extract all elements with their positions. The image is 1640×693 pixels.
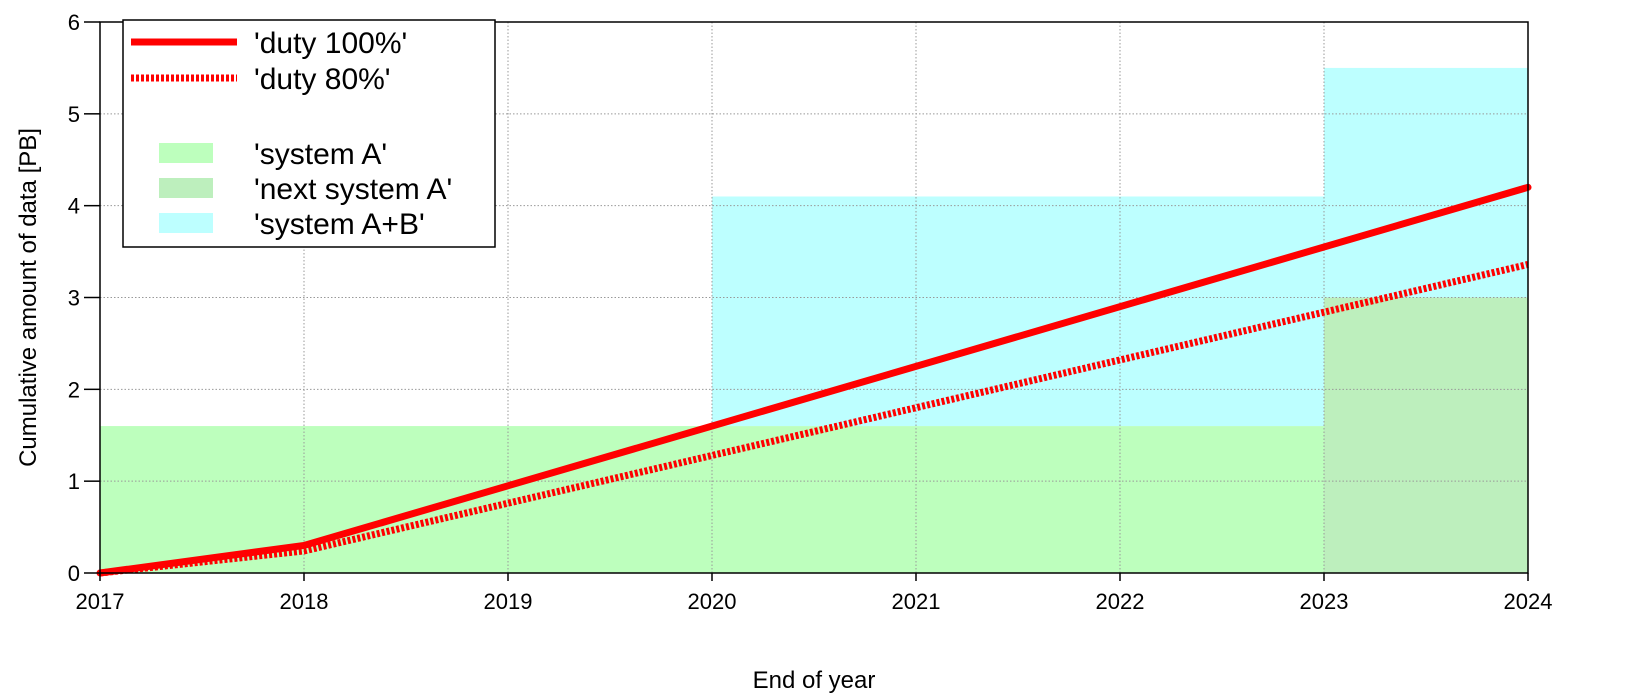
legend-area-label-2: 'system A+B' [254, 208, 425, 241]
area-2-segment-1 [1324, 67, 1528, 298]
legend-swatch-area-1 [159, 178, 213, 198]
legend-label-0: 'duty 100%' [254, 27, 407, 60]
series-line-0 [96, 183, 1532, 577]
x-tick-label-3: 2020 [688, 589, 737, 614]
x-tick-label-0: 2017 [76, 589, 125, 614]
y-tick-label-5: 5 [68, 102, 80, 127]
y-tick-label-6: 6 [68, 10, 80, 35]
y-axis-title: Cumulative amount of data [PB] [15, 128, 42, 467]
legend-area-label-0: 'system A' [254, 138, 387, 171]
legend-box [122, 19, 496, 248]
legend-swatch-area-0 [159, 143, 213, 163]
legend-label-1: 'duty 80%' [254, 63, 391, 96]
y-tick-label-4: 4 [68, 194, 80, 219]
y-tick-label-3: 3 [68, 286, 80, 311]
area-layer [100, 67, 1528, 573]
y-tick-label-1: 1 [68, 469, 80, 494]
x-axis-title: End of year [753, 667, 876, 693]
x-tick-label-5: 2022 [1096, 589, 1145, 614]
tick-layer: 2017 2018 2019 2020 2021 2022 2023 2024 0 1 2 3 4 5 6 [68, 10, 1553, 614]
x-tick-label-6: 2023 [1300, 589, 1349, 614]
x-tick-label-7: 2024 [1504, 589, 1553, 614]
y-tick-label-2: 2 [68, 377, 80, 402]
x-tick-label-2: 2019 [484, 589, 533, 614]
area-1-segment-0 [1324, 297, 1528, 573]
legend-swatch-area-2 [159, 213, 213, 233]
legend-area-label-1: 'next system A' [254, 173, 452, 206]
series-layer [96, 183, 1532, 577]
y-tick-label-0: 0 [68, 561, 80, 586]
legend: 'duty 100%''duty 80%' 'system A''next sys… [122, 19, 496, 248]
series-line-1 [99, 261, 1529, 577]
x-tick-label-4: 2021 [892, 589, 941, 614]
x-tick-label-1: 2018 [280, 589, 329, 614]
area-2-segment-0 [712, 196, 1324, 427]
